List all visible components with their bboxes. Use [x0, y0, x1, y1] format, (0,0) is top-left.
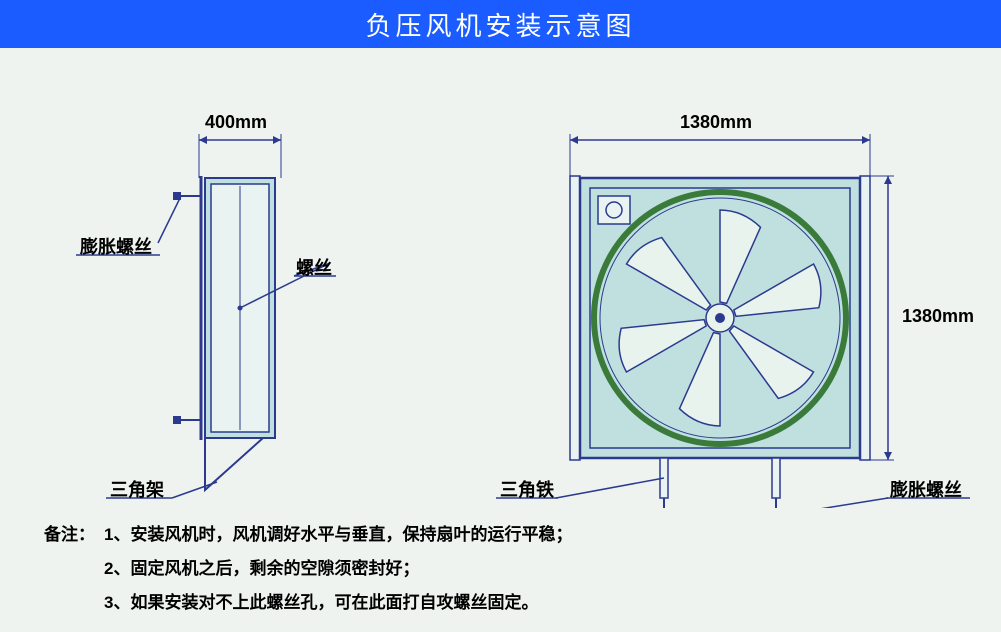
label-tri-iron: 三角铁: [500, 476, 554, 502]
title-bar: 负压风机安装示意图: [0, 0, 1001, 48]
notes-prefix: 备注：: [44, 518, 104, 552]
note-item: 2、固定风机之后，剩余的空隙须密封好；: [104, 552, 419, 586]
label-tri-bracket: 三角架: [110, 476, 164, 502]
note-item: 1、安装风机时，风机调好水平与垂直，保持扇叶的运行平稳；: [104, 518, 572, 552]
label-expand-bolt-side: 膨胀螺丝: [80, 233, 152, 259]
label-screw: 螺丝: [296, 254, 332, 280]
page-title: 负压风机安装示意图: [365, 6, 635, 43]
label-expand-bolt-front: 膨胀螺丝: [890, 476, 962, 502]
diagram-svg: [0, 48, 1001, 508]
notes-spacer: [44, 586, 104, 620]
diagram-canvas: 400mm 膨胀螺丝 螺丝 三角架 1380mm 1380mm 三角铁 膨胀螺丝: [0, 48, 1001, 508]
note-item: 3、如果安装对不上此螺丝孔，可在此面打自攻螺丝固定。: [104, 586, 538, 620]
dim-label-400: 400mm: [205, 112, 267, 133]
dim-label-1380-right: 1380mm: [902, 306, 974, 327]
notes-section: 备注： 1、安装风机时，风机调好水平与垂直，保持扇叶的运行平稳； 2、固定风机之…: [0, 508, 1001, 620]
dim-label-1380-top: 1380mm: [680, 112, 752, 133]
notes-spacer: [44, 552, 104, 586]
